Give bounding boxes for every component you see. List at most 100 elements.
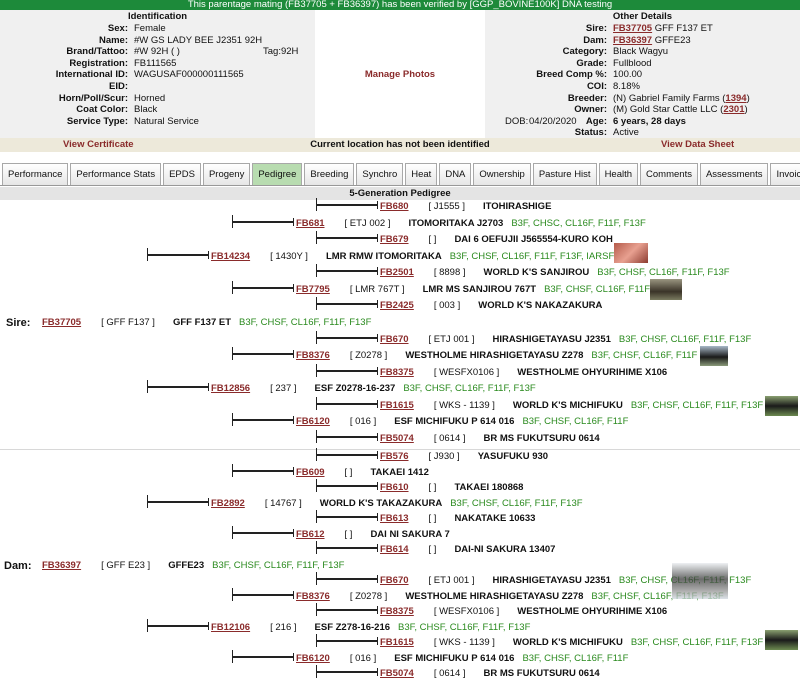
animal-link[interactable]: FB2425 [380,300,414,312]
field-label: Category: [562,46,607,58]
animal-link[interactable]: FB8376 [296,350,330,362]
animal-link[interactable]: FB2501 [380,267,414,279]
animal-link[interactable]: FB37705 [42,316,82,328]
animal-name: WESTHOLME HIRASHIGETAYASU Z278 [405,350,584,362]
connector [316,640,378,642]
animal-link[interactable]: FB12106 [211,621,251,633]
connector [316,336,378,339]
animal-link[interactable]: FB5074 [380,432,414,444]
animal-link[interactable]: FB609 [296,466,325,478]
animal-link[interactable]: FB1615 [380,637,414,648]
pedigree-row: FB6120 [ 016 ] ESF MICHIFUKU P 614 016 B3F,… [296,653,628,665]
record-link[interactable]: FB37705 [613,23,653,34]
field-value: 100.00 [613,69,642,81]
field-text: 8.18% [613,81,640,92]
tab[interactable]: Pasture Hist [532,163,597,185]
tab[interactable]: Comments [640,163,698,185]
location-note: Current location has not been identified [310,139,490,150]
pedigree-row: FB1615 [ WKS - 1139 ] WORLD K'S MICHIFUKU B… [380,637,763,649]
animal-link[interactable]: FB8375 [380,366,414,378]
connector-tick [208,383,209,392]
connector-tick [316,665,317,678]
animal-link[interactable]: FB613 [380,513,409,524]
animal-link[interactable]: FB680 [380,201,409,212]
record-link[interactable]: FB36397 [613,34,653,46]
connector-tick [232,280,233,294]
genetics: B3F, CHSF, CL16F, F11F, F13F [403,383,536,395]
record-link[interactable]: 1394 [725,92,747,104]
tab[interactable]: Ownership [473,163,531,185]
animal-link[interactable]: FB681 [296,217,325,229]
animal-name: WESTHOLME OHYURIHIME X106 [517,606,668,617]
tattoo: [ ETJ 002 ] [344,217,391,229]
animal-link[interactable]: FB610 [380,482,409,493]
tattoo: [ ETJ 001 ] [428,575,475,586]
manage-photos[interactable]: Manage Photos [364,69,436,80]
animal-name: WORLD K'S MICHIFUKU [512,399,623,411]
tab[interactable]: Heat [405,163,438,185]
genetics: B3F, CHSF, CL16F, F11F, F13F [450,497,583,509]
pedigree-row: FB679 [ ] DAI 6 OEFUJII J565554-KURO KOH [380,234,613,246]
animal-link[interactable]: FB8375 [380,606,414,617]
field-value: Female [134,23,166,34]
tab[interactable]: DNA [439,163,472,185]
field-label: COI: [586,81,607,92]
status-bar [0,138,800,152]
animal-link[interactable]: FB670 [380,575,409,586]
animal-name: DAI NI SAKURA 7 [370,528,450,540]
animal-link[interactable]: FB614 [380,544,409,555]
connector-tick [232,525,233,539]
tab[interactable]: Synchro [356,163,404,185]
animal-link[interactable]: FB670 [380,333,409,345]
tab[interactable]: Progeny [202,163,251,185]
animal-link[interactable]: FB2892 [211,497,245,509]
pedigree-row: FB2425 [ 003 ] WORLD K'S NAKAZAKURA [380,300,602,312]
genetics: B3F, CHSF, CL16F, F11F, F13F, IARSF [449,250,615,262]
animal-link[interactable]: FB6120 [296,416,330,428]
connector-tick [232,463,233,477]
animal-link[interactable]: FB6120 [296,652,330,664]
view-certificate[interactable]: View Certificate [63,139,134,150]
tab[interactable]: EPDS [163,163,201,185]
view-data-sheet[interactable]: View Data Sheet [661,139,735,150]
connector-tick [377,575,378,583]
connector [316,485,378,487]
field-label: Service Type: [66,115,128,127]
field-label: Name: [98,34,128,46]
connector-tick [316,330,317,344]
pedigree-row: FB1615 [ WKS - 1139 ] WORLD K'S MICHIFUKU B… [380,400,763,412]
tab[interactable]: Performance Stats [70,163,162,185]
animal-link[interactable]: FB12856 [211,383,251,395]
tab[interactable]: Health [598,163,639,185]
other-details-title: Other Details [612,11,673,22]
connector-tick [377,482,378,490]
pedigree-row: FB2892 [ 14767 ] WORLD K'S TAKAZAKURA B3F, … [211,498,583,510]
connector [316,369,378,372]
tab[interactable]: Invoice Charges [770,163,800,185]
animal-link[interactable]: FB5074 [380,668,414,679]
connector [147,624,209,627]
animal-link[interactable]: FB1615 [380,399,414,411]
connector [232,593,294,596]
tab[interactable]: Breeding [304,163,355,185]
connector-tick [316,572,317,585]
tab[interactable]: Pedigree [252,163,303,185]
animal-link[interactable]: FB576 [380,451,409,462]
animal-link[interactable]: FB612 [296,528,325,540]
record-link[interactable]: 2301 [723,104,745,116]
animal-link[interactable]: FB7795 [296,283,330,295]
animal-link[interactable]: FB36397 [42,559,82,571]
animal-name: ESF MICHIFUKU P 614 016 [394,652,515,664]
connector-tick [293,416,294,425]
animal-link[interactable]: FB14234 [211,250,251,262]
tattoo: [ 003 ] [433,300,461,312]
pedigree-row: FB8376 [ Z0278 ] WESTHOLME HIRASHIGETAYASU… [296,350,697,362]
animal-link[interactable]: FB8376 [296,590,330,602]
tab[interactable]: Assessments [699,163,769,185]
tab[interactable]: Performance [2,163,69,185]
pedigree-row: FB576 [ J930 ] YASUFUKU 930 [380,451,548,463]
pedigree-row: FB612 [ ] DAI NI SAKURA 7 [296,529,450,541]
animal-link[interactable]: FB679 [380,234,409,246]
tattoo: [ 0614 ] [433,668,466,679]
tattoo: [ 016 ] [349,652,377,664]
